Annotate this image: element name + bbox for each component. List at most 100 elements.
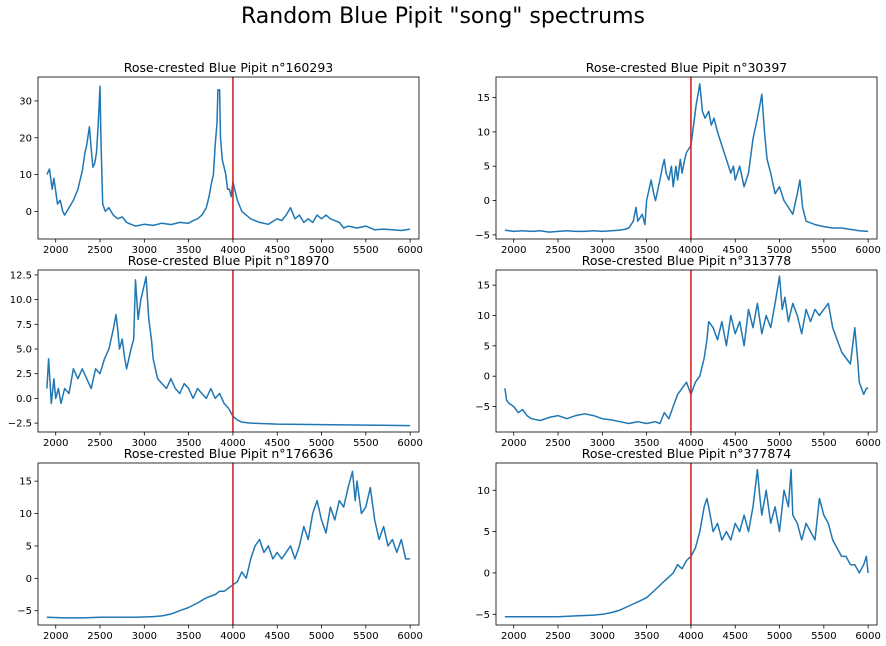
- y-tick-label: 5.0: [16, 345, 32, 356]
- spectrum-line: [504, 468, 869, 618]
- x-tick-label: 5000: [309, 631, 334, 642]
- x-tick-label: 2000: [43, 631, 68, 642]
- x-tick-label: 5000: [309, 245, 334, 256]
- x-tick-label: 5500: [353, 631, 378, 642]
- x-tick-label: 3500: [176, 438, 201, 449]
- y-tick-label: 0.0: [16, 394, 32, 405]
- x-tick-label: 2000: [501, 245, 526, 256]
- x-tick-label: 4000: [220, 438, 245, 449]
- x-tick-label: 4000: [220, 245, 245, 256]
- y-tick-label: −5: [475, 402, 490, 413]
- spectrum-line: [46, 470, 411, 619]
- y-tick-label: 15: [19, 477, 32, 488]
- x-tick-label: 5000: [767, 631, 792, 642]
- x-tick-label: 3000: [590, 245, 615, 256]
- axes-frame: [37, 76, 420, 240]
- x-tick-label: 4500: [265, 438, 290, 449]
- x-tick-label: 6000: [855, 438, 880, 449]
- x-tick-label: 3500: [634, 438, 659, 449]
- x-tick-label: 4000: [678, 438, 703, 449]
- y-tick-label: 12.5: [10, 270, 32, 281]
- subplot-4: Rose-crested Blue Pipit n°313778 2000 2500…: [475, 253, 881, 449]
- x-tick-label: 2500: [545, 245, 570, 256]
- y-tick-label: −5: [17, 606, 32, 617]
- x-tick-label: 3500: [176, 245, 201, 256]
- y-tick-label: 0: [26, 207, 32, 218]
- y-tick-label: 10: [19, 170, 32, 181]
- subplot-5: Rose-crested Blue Pipit n°176636 2000 2500…: [17, 446, 423, 642]
- axes-frame: [37, 269, 420, 433]
- x-tick-label: 4000: [220, 631, 245, 642]
- x-tick-label: 4000: [678, 245, 703, 256]
- x-tick-label: 2500: [87, 245, 112, 256]
- x-tick-label: 6000: [855, 631, 880, 642]
- x-tick-label: 2000: [501, 631, 526, 642]
- x-tick-label: 4000: [678, 631, 703, 642]
- x-tick-label: 2500: [545, 631, 570, 642]
- x-tick-label: 5500: [353, 438, 378, 449]
- x-tick-label: 3000: [590, 438, 615, 449]
- y-tick-label: 30: [19, 96, 32, 107]
- spectrum-line: [46, 85, 411, 232]
- subplot-title: Rose-crested Blue Pipit n°30397: [586, 60, 788, 75]
- x-tick-label: 6000: [397, 631, 422, 642]
- y-tick-label: 20: [19, 133, 32, 144]
- x-tick-label: 4500: [265, 245, 290, 256]
- x-tick-label: 5500: [811, 438, 836, 449]
- y-tick-label: 10: [477, 311, 490, 322]
- y-tick-label: 0: [26, 574, 32, 585]
- axes-frame: [37, 462, 420, 626]
- x-tick-label: 4500: [723, 438, 748, 449]
- y-tick-label: 2.5: [16, 369, 32, 380]
- x-tick-label: 2000: [43, 438, 68, 449]
- y-tick-label: 10: [477, 127, 490, 138]
- subplot-title: Rose-crested Blue Pipit n°176636: [124, 446, 334, 461]
- y-tick-label: 15: [477, 93, 490, 104]
- x-tick-label: 4500: [723, 245, 748, 256]
- x-tick-label: 5500: [353, 245, 378, 256]
- spectrum-line: [504, 275, 869, 425]
- subplot-title: Rose-crested Blue Pipit n°313778: [582, 253, 792, 268]
- figure-title: Random Blue Pipit "song" spectrums: [241, 4, 645, 29]
- x-tick-label: 2000: [43, 245, 68, 256]
- x-tick-label: 5000: [309, 438, 334, 449]
- x-tick-label: 2500: [545, 438, 570, 449]
- x-tick-label: 3500: [176, 631, 201, 642]
- x-tick-label: 2500: [87, 438, 112, 449]
- x-tick-label: 3000: [132, 438, 157, 449]
- spectrum-line: [46, 276, 411, 427]
- y-tick-label: 0: [484, 196, 490, 207]
- x-tick-label: 5000: [767, 245, 792, 256]
- x-tick-label: 5500: [811, 631, 836, 642]
- x-tick-label: 3000: [132, 631, 157, 642]
- y-tick-label: 5: [26, 541, 32, 552]
- y-tick-label: 10: [19, 509, 32, 520]
- x-tick-label: 6000: [397, 438, 422, 449]
- y-tick-label: −2.5: [8, 419, 32, 430]
- x-tick-label: 3000: [590, 631, 615, 642]
- subplot-title: Rose-crested Blue Pipit n°18970: [128, 253, 330, 268]
- axes-frame: [495, 462, 878, 626]
- y-tick-label: 5: [484, 527, 490, 538]
- x-tick-label: 2000: [501, 438, 526, 449]
- x-tick-label: 2500: [87, 631, 112, 642]
- subplot-title: Rose-crested Blue Pipit n°377874: [582, 446, 792, 461]
- y-tick-label: 10: [477, 486, 490, 497]
- x-tick-label: 3500: [634, 631, 659, 642]
- spectrum-line: [504, 83, 869, 233]
- y-tick-label: 0: [484, 372, 490, 383]
- y-tick-label: 15: [477, 281, 490, 292]
- subplot-6: Rose-crested Blue Pipit n°377874 2000 2500…: [475, 446, 881, 642]
- y-tick-label: 0: [484, 568, 490, 579]
- x-tick-label: 6000: [397, 245, 422, 256]
- x-tick-label: 6000: [855, 245, 880, 256]
- subplot-1: Rose-crested Blue Pipit n°160293 2000 2500…: [19, 60, 423, 256]
- x-tick-label: 5000: [767, 438, 792, 449]
- y-tick-label: −5: [475, 610, 490, 621]
- x-tick-label: 4500: [265, 631, 290, 642]
- subplot-2: Rose-crested Blue Pipit n°30397 2000 2500 3…: [475, 60, 881, 256]
- axes-frame: [495, 269, 878, 433]
- y-tick-label: 7.5: [16, 320, 32, 331]
